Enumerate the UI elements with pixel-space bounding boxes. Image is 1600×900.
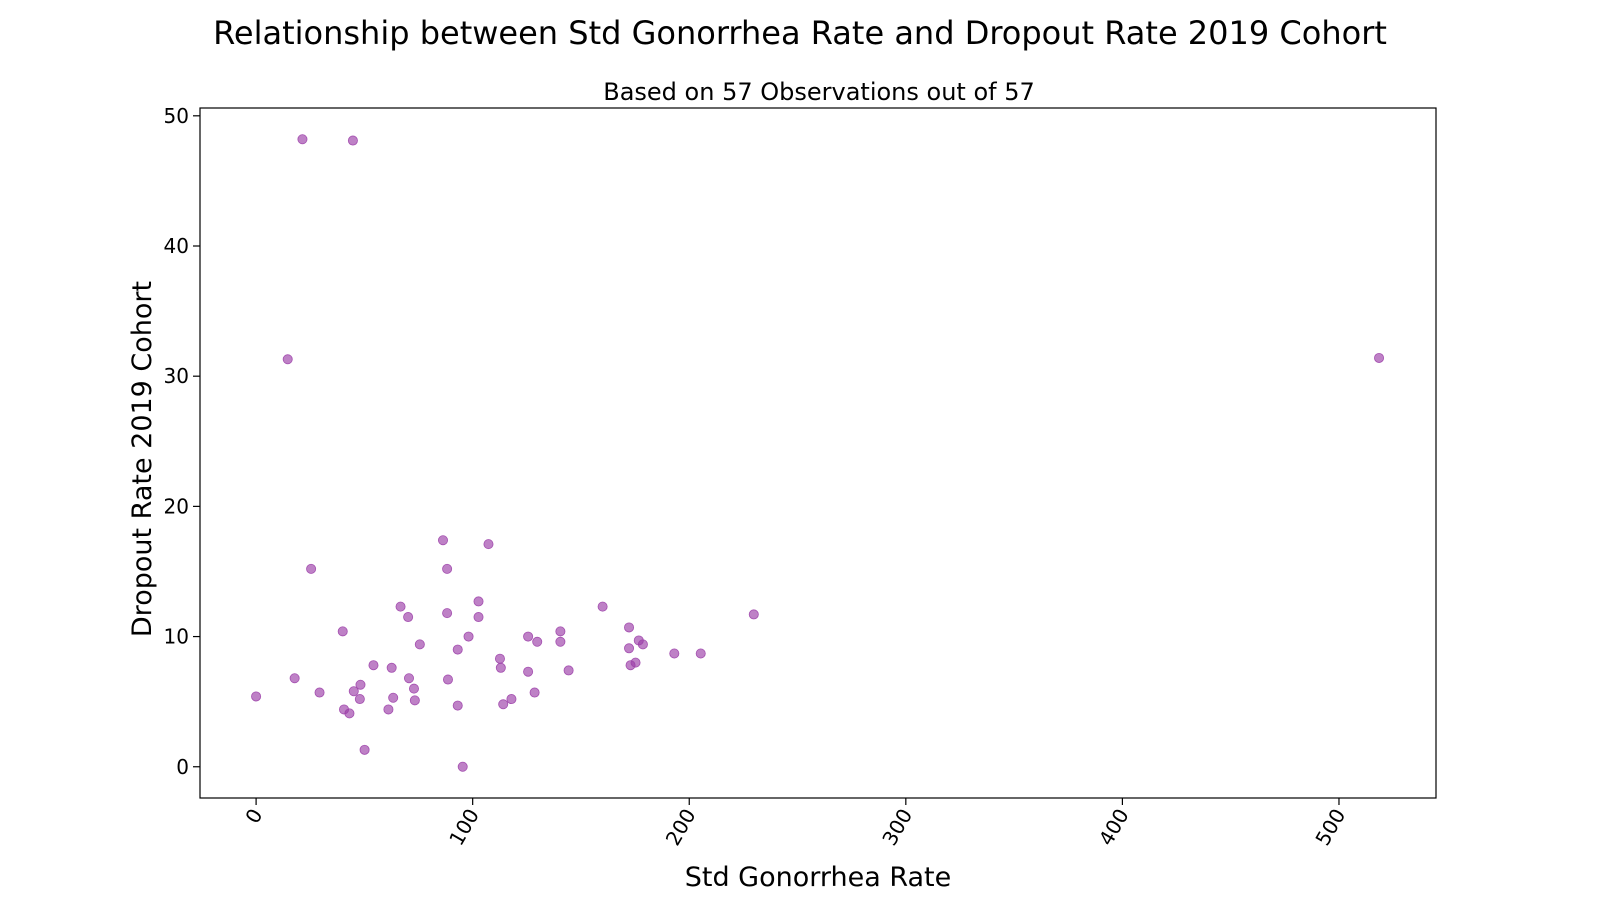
scatter-point (473, 596, 484, 607)
scatter-point (344, 708, 355, 719)
scatter-point (314, 687, 325, 698)
x-axis-label: Std Gonorrhea Rate (685, 862, 952, 893)
scatter-point (437, 535, 448, 546)
chart-title: Relationship between Std Gonorrhea Rate … (213, 14, 1387, 52)
x-tick-label: 0 (240, 805, 267, 828)
scatter-point (498, 699, 509, 710)
data-points (251, 134, 1385, 772)
y-tick-label: 30 (164, 364, 189, 388)
scatter-point (442, 674, 453, 685)
x-tick-label: 400 (1094, 805, 1134, 850)
scatter-point (297, 134, 308, 145)
y-tick-label: 0 (176, 755, 189, 779)
chart-subtitle: Based on 57 Observations out of 57 (603, 78, 1035, 106)
scatter-point (452, 700, 463, 711)
scatter-point (532, 636, 543, 647)
x-tick-label: 200 (661, 805, 701, 850)
y-tick-label: 10 (164, 625, 189, 649)
scatter-point (457, 761, 468, 772)
scatter-point (408, 683, 419, 694)
scatter-point (523, 666, 534, 677)
x-tick-label: 500 (1310, 805, 1350, 850)
axis-ticks: 0 100 200 300 400 500 0 10 20 30 40 50 (164, 104, 1351, 850)
scatter-point (409, 695, 420, 706)
scatter-point (403, 612, 414, 623)
scatter-point (386, 662, 397, 673)
scatter-point (483, 539, 494, 550)
scatter-point (563, 665, 574, 676)
scatter-point (368, 660, 379, 671)
scatter-point (748, 609, 759, 620)
y-tick-label: 40 (164, 234, 189, 258)
scatter-point (506, 694, 517, 705)
scatter-point (1374, 352, 1385, 363)
scatter-point (355, 679, 366, 690)
scatter-point (347, 135, 358, 146)
scatter-point (348, 686, 359, 697)
scatter-point (555, 636, 566, 647)
scatter-point (442, 608, 453, 619)
scatter-point (669, 648, 680, 659)
scatter-point (597, 601, 608, 612)
scatter-point (555, 626, 566, 637)
y-tick-label: 20 (164, 494, 189, 518)
y-tick-label: 50 (164, 104, 189, 128)
scatter-point (473, 612, 484, 623)
scatter-point (306, 563, 317, 574)
scatter-point (403, 673, 414, 684)
scatter-point (354, 694, 365, 705)
scatter-point (637, 639, 648, 650)
scatter-point (337, 626, 348, 637)
scatter-point (383, 704, 394, 715)
plot-frame (199, 107, 1437, 799)
scatter-point (395, 601, 406, 612)
scatter-point (388, 692, 399, 703)
scatter-point (494, 653, 505, 664)
scatter-point (463, 631, 474, 642)
x-tick-label: 100 (444, 805, 484, 850)
scatter-point (495, 662, 506, 673)
scatter-point (442, 563, 453, 574)
scatter-point (695, 648, 706, 659)
scatter-point (414, 639, 425, 650)
scatter-point (282, 354, 293, 365)
scatter-point (452, 644, 463, 655)
scatter-point (529, 687, 540, 698)
scatter-point (289, 673, 300, 684)
scatter-point (624, 643, 635, 654)
y-axis-label: Dropout Rate 2019 Cohort (127, 281, 158, 637)
scatter-point (624, 622, 635, 633)
x-tick-label: 300 (877, 805, 917, 850)
scatter-point (359, 744, 370, 755)
scatter-point (251, 691, 262, 702)
scatter-point (630, 657, 641, 668)
scatter-point (523, 631, 534, 642)
